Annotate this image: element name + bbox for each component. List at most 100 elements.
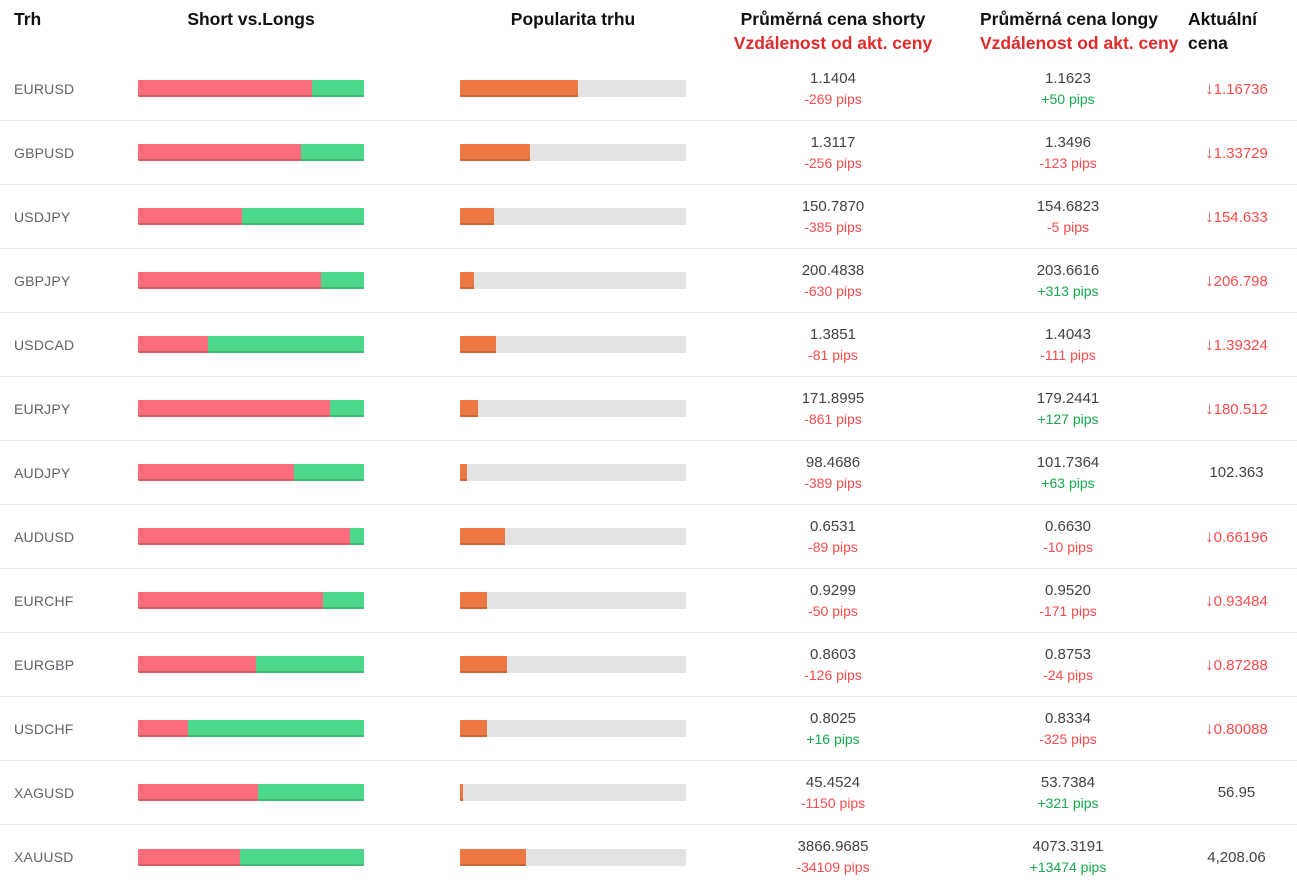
table-row[interactable]: GBPJPY 200.4838 -630 pips 203.6616 +313 … bbox=[0, 249, 1297, 313]
popularity-bar bbox=[460, 464, 686, 481]
avg-short-price: 200.4838 bbox=[801, 261, 865, 279]
avg-long-price-cell: 0.6630 -10 pips bbox=[980, 516, 1156, 558]
popularity-bar bbox=[460, 272, 686, 289]
current-price: 0.93484 bbox=[1213, 592, 1268, 610]
short-vs-long-bar bbox=[138, 784, 364, 801]
avg-long-price: 4073.3191 bbox=[1032, 838, 1104, 855]
avg-long-price-cell: 0.8334 -325 pips bbox=[980, 708, 1156, 750]
popularity-bar bbox=[460, 656, 686, 673]
popularity-fill bbox=[460, 592, 488, 609]
table-row[interactable]: EURCHF 0.9299 -50 pips 0.9520 -171 pips … bbox=[0, 569, 1297, 633]
popularity-fill bbox=[460, 656, 508, 673]
short-vs-long-bar bbox=[138, 464, 364, 481]
market-label: USDJPY bbox=[14, 208, 71, 225]
avg-long-price-cell: 1.1623 +50 pips bbox=[980, 68, 1156, 110]
long-bar-segment bbox=[300, 144, 364, 161]
avg-long-price: 179.2441 bbox=[1036, 389, 1100, 407]
table-row[interactable]: AUDUSD 0.6531 -89 pips 0.6630 -10 pips ↓… bbox=[0, 505, 1297, 569]
down-arrow-icon: ↓ bbox=[1205, 526, 1214, 546]
short-distance: -81 pips bbox=[808, 346, 858, 363]
popularity-bar bbox=[460, 528, 686, 545]
current-price-cell: ↓0.93484 bbox=[1156, 591, 1297, 611]
current-price-cell: ↓180.512 bbox=[1156, 399, 1297, 419]
avg-short-price-cell: 1.1404 -269 pips bbox=[686, 68, 980, 110]
avg-short-price: 1.1404 bbox=[810, 69, 856, 87]
avg-long-price: 1.1623 bbox=[1045, 69, 1091, 87]
popularity-fill bbox=[460, 144, 531, 161]
short-vs-long-bar bbox=[138, 400, 364, 417]
current-price-cell: ↓206.798 bbox=[1156, 271, 1297, 291]
table-row[interactable]: USDCHF 0.8025 +16 pips 0.8334 -325 pips … bbox=[0, 697, 1297, 761]
table-row[interactable]: GBPUSD 1.3117 -256 pips 1.3496 -123 pips… bbox=[0, 121, 1297, 185]
long-distance: -111 pips bbox=[1040, 346, 1096, 363]
avg-short-price-cell: 0.8603 -126 pips bbox=[686, 644, 980, 686]
avg-long-price: 1.3496 bbox=[1045, 133, 1091, 151]
avg-long-price: 0.6630 bbox=[1045, 517, 1091, 535]
current-price-cell: 56.95 bbox=[1156, 784, 1297, 801]
avg-short-price: 45.4524 bbox=[805, 773, 861, 791]
market-label: GBPUSD bbox=[14, 144, 75, 161]
table-row[interactable]: EURGBP 0.8603 -126 pips 0.8753 -24 pips … bbox=[0, 633, 1297, 697]
long-distance: -10 pips bbox=[1043, 538, 1093, 555]
table-row[interactable]: USDJPY 150.7870 -385 pips 154.6823 -5 pi… bbox=[0, 185, 1297, 249]
popularity-bar bbox=[460, 720, 686, 737]
market-label: EURCHF bbox=[14, 592, 74, 609]
market-label: XAGUSD bbox=[14, 784, 75, 801]
avg-short-price-cell: 98.4686 -389 pips bbox=[686, 452, 980, 494]
avg-long-price: 203.6616 bbox=[1036, 261, 1100, 279]
long-bar-segment bbox=[257, 784, 364, 801]
long-bar-segment bbox=[241, 208, 364, 225]
table-row[interactable]: EURUSD 1.1404 -269 pips 1.1623 +50 pips … bbox=[0, 57, 1297, 121]
current-price-cell: ↓0.80088 bbox=[1156, 719, 1297, 739]
column-header-short-vs-longs: Short vs.Longs bbox=[187, 9, 315, 29]
down-arrow-icon: ↓ bbox=[1205, 78, 1214, 98]
market-label: EURUSD bbox=[14, 80, 75, 97]
long-distance: +63 pips bbox=[1041, 474, 1095, 491]
current-price: 1.39324 bbox=[1213, 336, 1268, 354]
table-body: EURUSD 1.1404 -269 pips 1.1623 +50 pips … bbox=[0, 57, 1297, 889]
market-label: USDCHF bbox=[14, 720, 74, 737]
down-arrow-icon: ↓ bbox=[1205, 718, 1214, 738]
short-distance: -34109 pips bbox=[796, 859, 870, 875]
current-price-cell: ↓0.87288 bbox=[1156, 655, 1297, 675]
short-vs-long-bar bbox=[138, 656, 364, 673]
avg-short-title: Průměrná cena shorty bbox=[740, 9, 926, 29]
short-distance: -389 pips bbox=[804, 474, 862, 491]
short-bar-segment bbox=[138, 656, 256, 673]
avg-short-price-cell: 200.4838 -630 pips bbox=[686, 260, 980, 302]
long-distance: -325 pips bbox=[1039, 730, 1097, 747]
avg-short-price-cell: 0.6531 -89 pips bbox=[686, 516, 980, 558]
long-bar-segment bbox=[293, 464, 364, 481]
avg-short-price: 0.8025 bbox=[810, 709, 856, 727]
table-row[interactable]: USDCAD 1.3851 -81 pips 1.4043 -111 pips … bbox=[0, 313, 1297, 377]
current-price: 154.633 bbox=[1213, 208, 1268, 226]
avg-long-price-cell: 0.8753 -24 pips bbox=[980, 644, 1156, 686]
current-price-cell: 102.363 bbox=[1156, 464, 1297, 481]
long-distance: +13474 pips bbox=[1029, 859, 1107, 875]
avg-short-subtitle: Vzdálenost od akt. ceny bbox=[733, 33, 933, 53]
avg-long-price-cell: 1.3496 -123 pips bbox=[980, 132, 1156, 174]
avg-long-subtitle: Vzdálenost od akt. ceny bbox=[980, 33, 1179, 53]
long-bar-segment bbox=[350, 528, 364, 545]
column-header-current-price: Aktuální cena bbox=[1188, 9, 1258, 53]
current-price-cell: 4,208.06 bbox=[1156, 849, 1297, 866]
avg-long-title: Průměrná cena longy bbox=[980, 9, 1158, 29]
table-row[interactable]: EURJPY 171.8995 -861 pips 179.2441 +127 … bbox=[0, 377, 1297, 441]
long-bar-segment bbox=[208, 336, 364, 353]
table-row[interactable]: XAUUSD 3866.9685 -34109 pips 4073.3191 +… bbox=[0, 825, 1297, 889]
long-distance: -24 pips bbox=[1043, 666, 1093, 683]
table-row[interactable]: AUDJPY 98.4686 -389 pips 101.7364 +63 pi… bbox=[0, 441, 1297, 505]
avg-short-price: 3866.9685 bbox=[797, 838, 869, 855]
short-distance: -256 pips bbox=[804, 154, 862, 171]
current-price-cell: ↓0.66196 bbox=[1156, 527, 1297, 547]
short-bar-segment bbox=[138, 336, 209, 353]
current-price-cell: ↓1.39324 bbox=[1156, 335, 1297, 355]
long-distance: -123 pips bbox=[1039, 154, 1097, 171]
popularity-fill bbox=[460, 464, 467, 481]
long-distance: +50 pips bbox=[1041, 90, 1095, 107]
short-bar-segment bbox=[138, 80, 313, 97]
table-row[interactable]: XAGUSD 45.4524 -1150 pips 53.7384 +321 p… bbox=[0, 761, 1297, 825]
short-vs-long-bar bbox=[138, 272, 364, 289]
avg-long-price: 0.9520 bbox=[1045, 581, 1091, 599]
